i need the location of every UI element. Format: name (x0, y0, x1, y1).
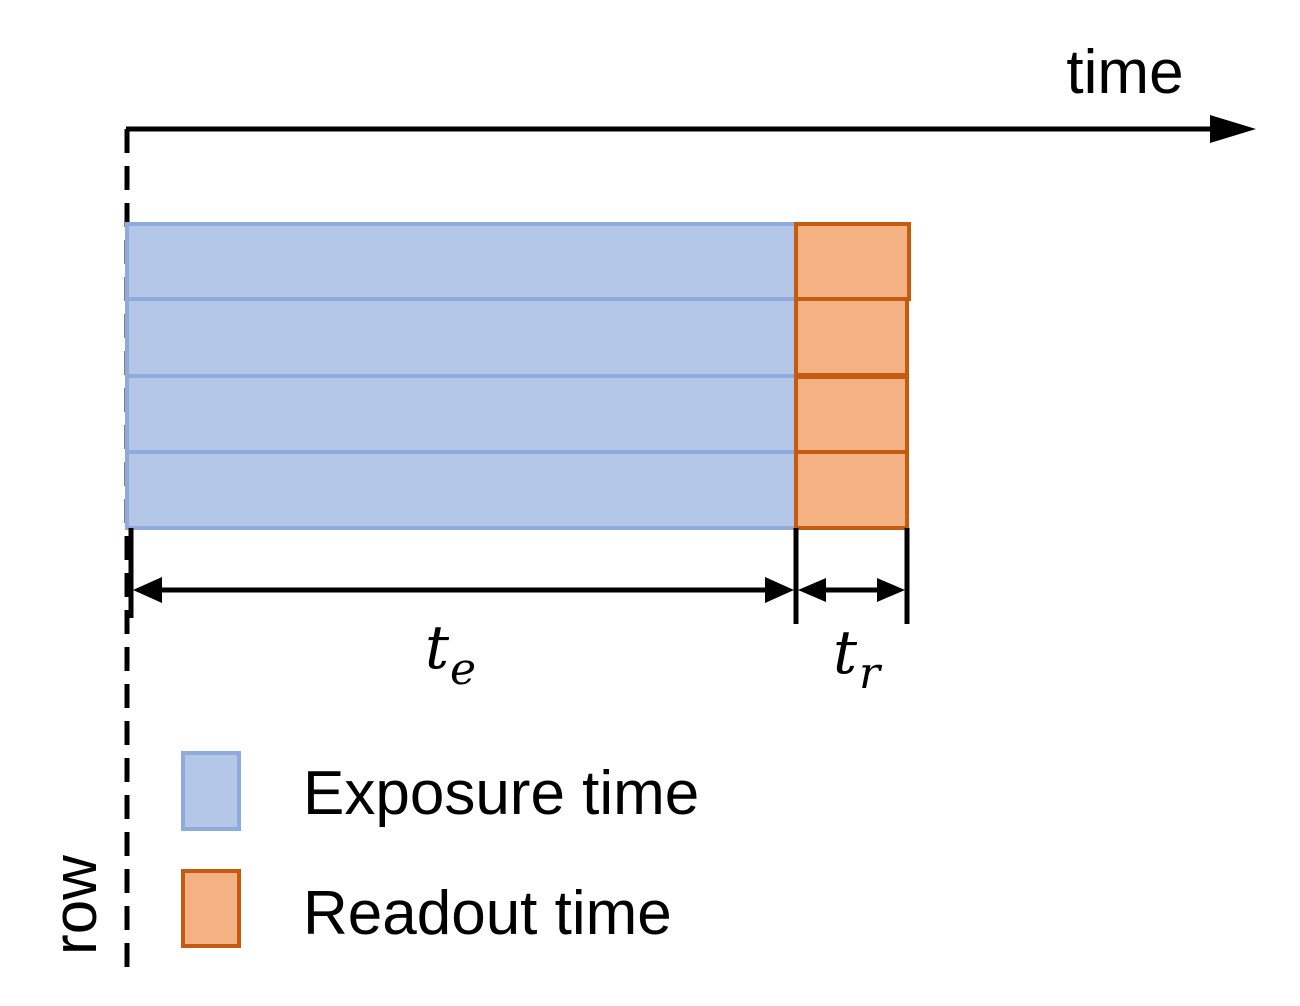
legend-label-readout: Readout time (303, 879, 672, 948)
readout-block (794, 222, 911, 301)
duration-ticks (128, 528, 910, 624)
readout-duration-label: t r (833, 618, 883, 699)
legend-swatch-readout (181, 869, 241, 948)
legend-swatch-exposure (181, 751, 241, 831)
exposure-row (125, 297, 798, 378)
readout-blocks (794, 222, 911, 530)
exposure-rows (125, 222, 798, 530)
time-axis-arrowhead (1210, 115, 1256, 143)
exposure-row (125, 374, 798, 454)
time-axis-label: time (1066, 38, 1183, 107)
exposure-subscript: e (450, 644, 476, 695)
exposure-symbol: t (425, 613, 450, 683)
readout-subscript: r (859, 648, 883, 699)
readout-duration-arrow (798, 578, 905, 602)
exposure-row (125, 222, 798, 301)
time-axis (126, 115, 1256, 143)
legend-label-exposure: Exposure time (303, 759, 699, 828)
readout-block (794, 450, 909, 530)
legend: Exposure time Readout time (181, 751, 699, 948)
exposure-row (125, 450, 798, 530)
exposure-duration-label: t e (425, 613, 476, 695)
exposure-duration-arrow (133, 577, 794, 603)
readout-symbol: t (833, 618, 858, 688)
row-axis-label: row (41, 855, 110, 955)
readout-block (794, 297, 909, 377)
readout-block (794, 375, 909, 454)
